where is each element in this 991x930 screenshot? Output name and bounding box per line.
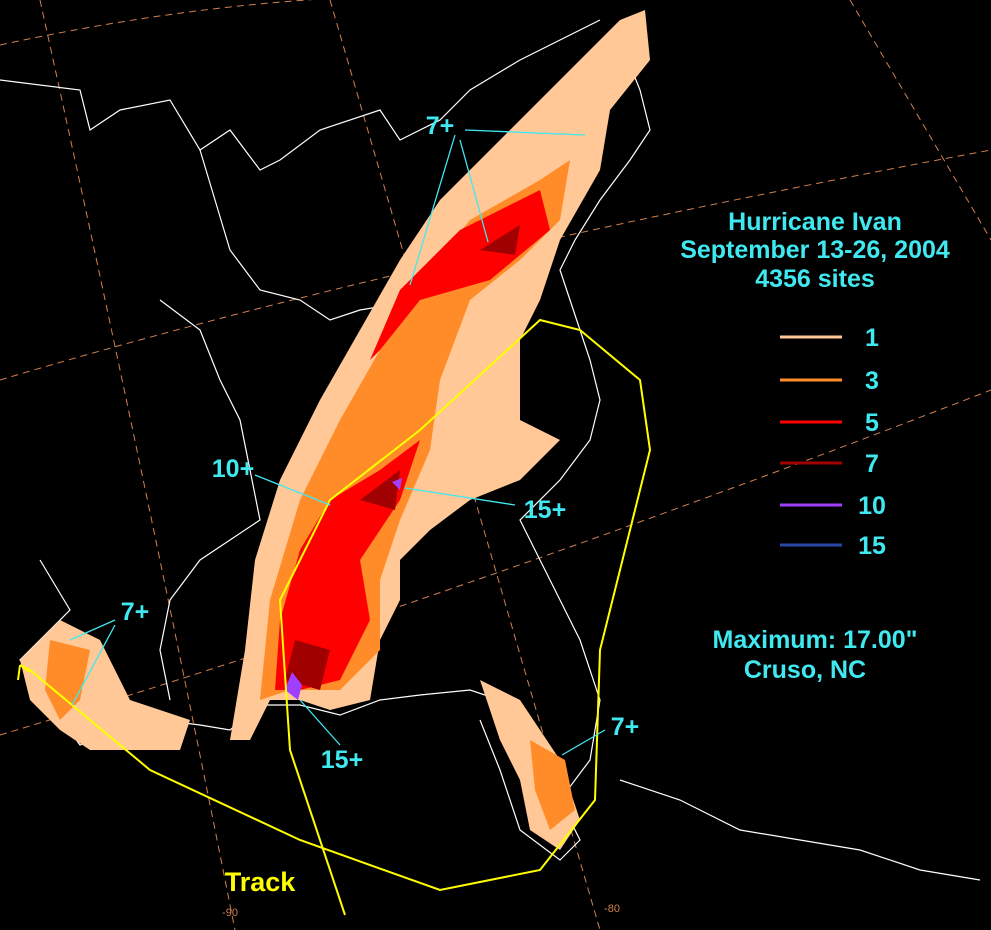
annotation: 10+	[212, 455, 254, 483]
longitude-label: -80	[604, 903, 620, 915]
annotation: 7+	[121, 598, 150, 626]
legend-label: 10	[858, 492, 886, 520]
title: Hurricane Ivan	[728, 208, 902, 236]
track-label: Track	[225, 867, 297, 897]
maximum-location: Cruso, NC	[744, 656, 866, 684]
annotation: 15+	[524, 496, 566, 524]
rainfall	[20, 10, 650, 850]
legend-label: 3	[865, 367, 879, 395]
maximum: Maximum: 17.00"	[713, 626, 918, 654]
title: 4356 sites	[755, 265, 875, 293]
legend: 1 3 5 7 10 15	[780, 324, 886, 560]
title: September 13-26, 2004	[680, 236, 950, 264]
legend-label: 15	[858, 532, 886, 560]
annotation: 7+	[426, 112, 455, 140]
storm-track	[17, 318, 652, 916]
annotation: 7+	[611, 713, 640, 741]
legend-label: 1	[865, 324, 879, 352]
legend-label: 5	[865, 409, 879, 437]
annotation-arrows	[69, 129, 606, 756]
annotation: 15+	[321, 746, 363, 774]
legend-label: 7	[865, 450, 879, 478]
longitude-label: -90	[222, 907, 238, 919]
